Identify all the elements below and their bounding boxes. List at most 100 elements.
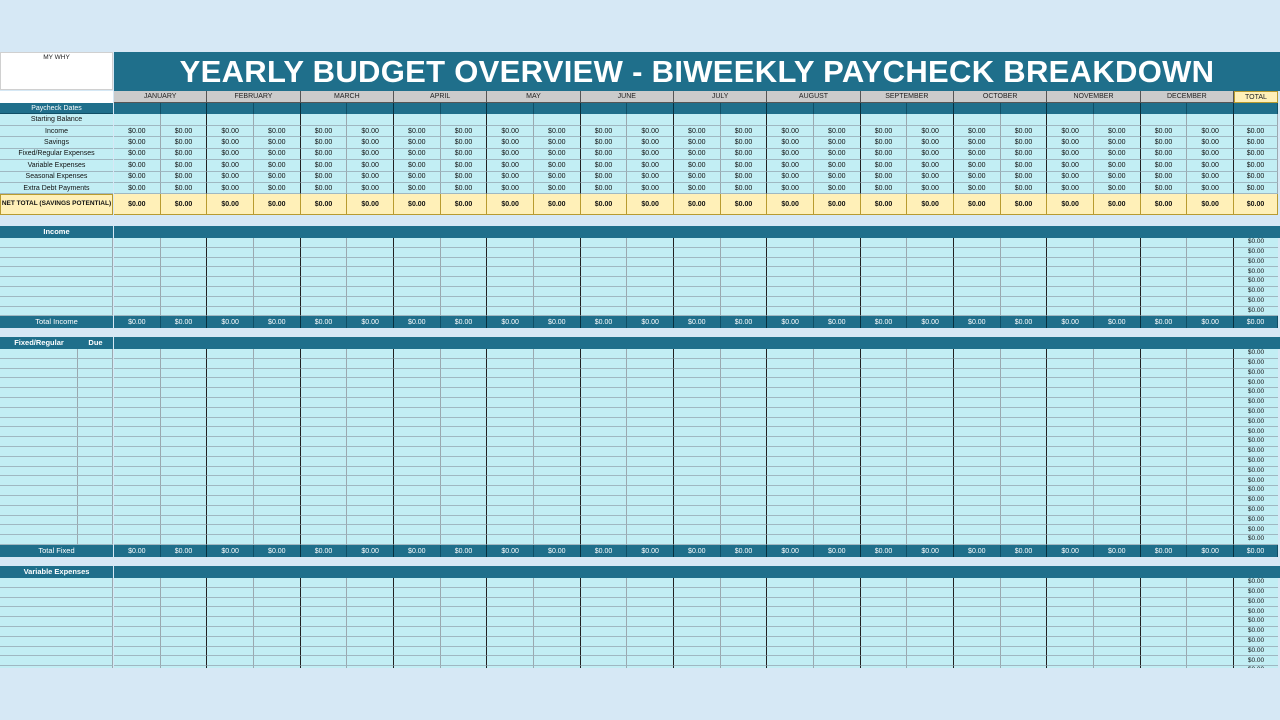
variable-item-cell[interactable] xyxy=(300,597,348,608)
fixed-item-due[interactable] xyxy=(78,505,113,516)
fixed-item-cell[interactable] xyxy=(253,515,301,526)
income-item-cell[interactable] xyxy=(533,247,581,258)
income-item-cell[interactable] xyxy=(253,267,301,278)
income-item-cell[interactable] xyxy=(767,247,814,258)
fixed-item-cell[interactable] xyxy=(627,525,674,536)
income-item-cell[interactable] xyxy=(300,267,348,278)
fixed-item-cell[interactable] xyxy=(347,437,394,447)
income-item-cell[interactable] xyxy=(953,277,1001,287)
fixed-item-cell[interactable] xyxy=(253,535,301,545)
fixed-item-cell[interactable] xyxy=(813,496,861,506)
income-item-cell[interactable] xyxy=(580,238,628,248)
variable-item-cell[interactable] xyxy=(347,578,394,588)
income-item-cell[interactable] xyxy=(627,238,674,248)
variable-item-name[interactable] xyxy=(0,578,113,588)
fixed-item-cell[interactable] xyxy=(114,437,161,447)
fixed-item-cell[interactable] xyxy=(533,525,581,536)
variable-item-cell[interactable] xyxy=(907,617,954,627)
fixed-item-cell[interactable] xyxy=(114,368,161,379)
fixed-item-cell[interactable] xyxy=(627,515,674,526)
fixed-item-cell[interactable] xyxy=(533,398,581,408)
fixed-item-due[interactable] xyxy=(78,349,113,359)
variable-item-cell[interactable] xyxy=(347,627,394,637)
fixed-item-cell[interactable] xyxy=(813,525,861,536)
variable-item-cell[interactable] xyxy=(673,636,721,647)
fixed-item-cell[interactable] xyxy=(1093,417,1141,428)
variable-item-cell[interactable] xyxy=(160,587,208,598)
fixed-item-cell[interactable] xyxy=(580,398,628,408)
income-item-cell[interactable] xyxy=(1187,238,1234,248)
fixed-item-cell[interactable] xyxy=(347,447,394,457)
income-item-cell[interactable] xyxy=(393,287,441,297)
fixed-item-cell[interactable] xyxy=(1093,476,1141,487)
income-item-cell[interactable] xyxy=(767,287,814,297)
fixed-item-cell[interactable] xyxy=(487,505,534,516)
starting-balance-cell[interactable] xyxy=(1047,114,1094,126)
fixed-item-cell[interactable] xyxy=(767,378,814,389)
variable-item-cell[interactable] xyxy=(533,617,581,627)
fixed-item-cell[interactable] xyxy=(813,398,861,408)
variable-item-cell[interactable] xyxy=(114,578,161,588)
variable-item-cell[interactable] xyxy=(1187,656,1234,667)
income-item-cell[interactable] xyxy=(440,257,488,268)
fixed-item-cell[interactable] xyxy=(1000,358,1048,369)
variable-item-cell[interactable] xyxy=(1187,578,1234,588)
income-item-cell[interactable] xyxy=(253,306,301,317)
variable-item-cell[interactable] xyxy=(627,617,674,627)
fixed-item-cell[interactable] xyxy=(907,378,954,389)
fixed-item-cell[interactable] xyxy=(160,349,208,359)
starting-balance-cell[interactable] xyxy=(253,114,301,126)
fixed-item-cell[interactable] xyxy=(1047,525,1094,536)
starting-balance-cell[interactable] xyxy=(673,114,721,126)
paycheck-date-cell[interactable] xyxy=(440,103,488,114)
income-item-cell[interactable] xyxy=(1000,257,1048,268)
fixed-item-cell[interactable] xyxy=(207,427,254,438)
variable-item-cell[interactable] xyxy=(1140,636,1188,647)
fixed-item-cell[interactable] xyxy=(533,437,581,447)
variable-item-cell[interactable] xyxy=(813,587,861,598)
paycheck-date-cell[interactable] xyxy=(533,103,581,114)
fixed-item-cell[interactable] xyxy=(580,427,628,438)
income-item-cell[interactable] xyxy=(533,238,581,248)
income-item-cell[interactable] xyxy=(1093,306,1141,317)
fixed-item-cell[interactable] xyxy=(440,456,488,467)
fixed-item-cell[interactable] xyxy=(253,476,301,487)
variable-item-cell[interactable] xyxy=(440,627,488,637)
variable-item-cell[interactable] xyxy=(767,597,814,608)
fixed-item-cell[interactable] xyxy=(1140,535,1188,545)
fixed-item-cell[interactable] xyxy=(767,407,814,418)
income-item-cell[interactable] xyxy=(253,247,301,258)
income-item-cell[interactable] xyxy=(627,306,674,317)
fixed-item-cell[interactable] xyxy=(487,368,534,379)
fixed-item-cell[interactable] xyxy=(673,535,721,545)
fixed-item-cell[interactable] xyxy=(953,466,1001,477)
variable-item-cell[interactable] xyxy=(160,627,208,637)
income-item-cell[interactable] xyxy=(487,287,534,297)
variable-item-cell[interactable] xyxy=(720,666,768,668)
variable-item-cell[interactable] xyxy=(487,607,534,618)
fixed-item-cell[interactable] xyxy=(1000,368,1048,379)
fixed-item-cell[interactable] xyxy=(720,476,768,487)
fixed-item-due[interactable] xyxy=(78,535,113,545)
variable-item-cell[interactable] xyxy=(533,607,581,618)
fixed-item-cell[interactable] xyxy=(300,417,348,428)
fixed-item-cell[interactable] xyxy=(767,358,814,369)
fixed-item-cell[interactable] xyxy=(160,515,208,526)
income-item-cell[interactable] xyxy=(1140,267,1188,278)
fixed-item-cell[interactable] xyxy=(207,496,254,506)
income-item-cell[interactable] xyxy=(253,287,301,297)
fixed-item-cell[interactable] xyxy=(860,349,908,359)
fixed-item-due[interactable] xyxy=(78,368,113,379)
fixed-item-cell[interactable] xyxy=(860,437,908,447)
variable-item-cell[interactable] xyxy=(1047,607,1094,618)
fixed-item-cell[interactable] xyxy=(393,398,441,408)
fixed-item-cell[interactable] xyxy=(813,535,861,545)
income-item-cell[interactable] xyxy=(580,277,628,287)
income-item-cell[interactable] xyxy=(207,247,254,258)
income-item-cell[interactable] xyxy=(393,306,441,317)
income-item-cell[interactable] xyxy=(1187,247,1234,258)
variable-item-cell[interactable] xyxy=(1047,646,1094,657)
fixed-item-cell[interactable] xyxy=(1093,447,1141,457)
income-item-cell[interactable] xyxy=(487,296,534,307)
fixed-item-cell[interactable] xyxy=(953,447,1001,457)
